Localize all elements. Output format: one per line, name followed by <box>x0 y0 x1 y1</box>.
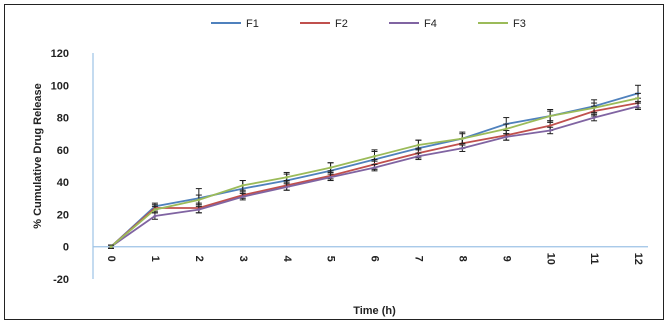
y-axis-title: % Cumulative Drug Release <box>32 83 44 229</box>
series-line-f3 <box>111 98 638 247</box>
y-tick-label: 100 <box>51 80 69 92</box>
x-tick-label: 12 <box>632 253 644 265</box>
y-tick-labels: -20 0 20 40 60 80 100 120 <box>51 48 69 286</box>
x-tick-label: 4 <box>281 256 293 263</box>
y-tick-label: -20 <box>53 274 69 286</box>
series-f4 <box>108 103 641 248</box>
data-point <box>154 215 157 218</box>
x-tick-label: 10 <box>544 253 556 265</box>
x-tick-label: 9 <box>500 256 512 262</box>
data-point <box>241 195 244 198</box>
data-point <box>549 115 552 118</box>
data-point <box>417 155 420 158</box>
data-point <box>373 166 376 169</box>
data-point <box>549 124 552 127</box>
x-tick-label: 2 <box>193 256 205 262</box>
data-point <box>285 186 288 189</box>
series-f2 <box>108 98 641 248</box>
x-tick-label: 5 <box>325 256 337 262</box>
data-point <box>285 176 288 179</box>
data-point <box>461 147 464 150</box>
x-tick-label: 1 <box>149 256 161 262</box>
x-tick-labels: 0 1 2 3 4 5 6 7 8 9 10 11 12 <box>105 253 644 265</box>
data-point <box>417 144 420 147</box>
y-tick-label: 20 <box>57 209 69 221</box>
series-line-f4 <box>111 106 638 246</box>
x-tick-label: 11 <box>588 253 600 265</box>
data-point <box>637 105 640 108</box>
data-point <box>637 97 640 100</box>
y-tick-label: 120 <box>51 48 69 60</box>
legend-label: F2 <box>335 18 348 30</box>
data-point <box>461 137 464 140</box>
data-point <box>197 199 200 202</box>
y-tick-label: 40 <box>57 177 69 189</box>
x-tick-label: 0 <box>105 256 117 262</box>
x-tick-label: 3 <box>237 256 249 262</box>
x-tick-label: 6 <box>369 256 381 262</box>
data-point <box>373 155 376 158</box>
series-line-f2 <box>111 103 638 247</box>
legend-label: F1 <box>246 18 259 30</box>
x-axis-title: Time (h) <box>353 305 396 317</box>
legend-label: F4 <box>424 18 437 30</box>
legend-item-f2: F2 <box>300 18 348 30</box>
x-tick-label: 8 <box>456 256 468 262</box>
x-tick-label: 7 <box>413 256 425 262</box>
data-point <box>110 245 113 248</box>
data-point <box>197 208 200 211</box>
data-point <box>329 176 332 179</box>
legend-item-f1: F1 <box>211 18 259 30</box>
y-tick-label: 0 <box>63 242 69 254</box>
chart-frame: F1 F2 F4 F3 -20 0 20 40 60 80 100 120 0 1 2 3 4 5 6 7 8 9 10… <box>4 4 664 320</box>
data-point <box>154 208 157 211</box>
y-tick-label: 60 <box>57 145 69 157</box>
data-point <box>505 127 508 130</box>
legend-item-f3: F3 <box>478 18 526 30</box>
legend-label: F3 <box>513 18 526 30</box>
legend: F1 F2 F4 F3 <box>211 18 526 30</box>
legend-item-f4: F4 <box>389 18 437 30</box>
data-point <box>549 129 552 132</box>
series-layer <box>108 85 641 248</box>
data-point <box>329 166 332 169</box>
data-point <box>241 184 244 187</box>
data-point <box>593 106 596 109</box>
data-point <box>593 116 596 119</box>
y-tick-label: 80 <box>57 113 69 125</box>
data-point <box>505 136 508 139</box>
